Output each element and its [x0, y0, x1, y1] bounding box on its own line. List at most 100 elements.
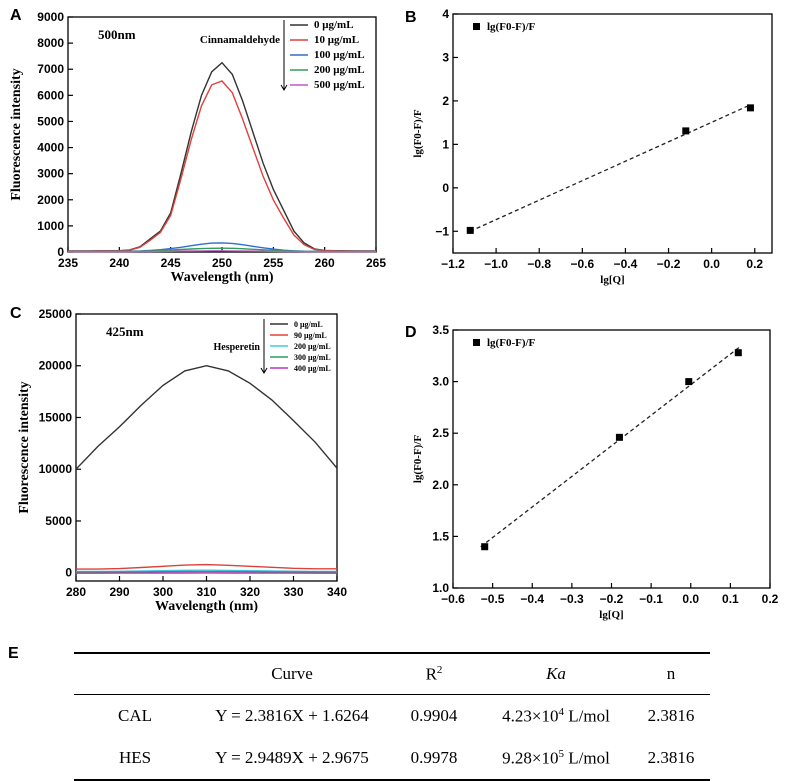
wavelength-annotation: 425nm [106, 324, 144, 339]
series-line [76, 366, 337, 470]
x-tick-label: 255 [263, 256, 283, 270]
y-tick-label: 7000 [37, 62, 64, 76]
x-tick-label: 245 [161, 256, 181, 270]
legend: lg(F0-F)/F [473, 21, 536, 33]
legend-marker [473, 339, 480, 346]
y-tick-label: 15000 [39, 410, 73, 424]
x-axis-label: lg[Q] [600, 274, 624, 286]
y-tick-label: 9000 [37, 10, 64, 24]
y-tick-label: 3 [442, 50, 449, 64]
y-tick-label: 1000 [37, 219, 64, 233]
y-tick-label: 4 [442, 7, 449, 21]
header-empty [74, 653, 196, 695]
x-tick-label: 265 [366, 256, 386, 270]
data-point [685, 378, 692, 385]
x-tick-label: 310 [196, 585, 216, 599]
x-tick-label: 0.2 [762, 592, 779, 606]
y-tick-label: 6000 [37, 88, 64, 102]
y-tick-label: 1.0 [432, 581, 449, 595]
y-axis-label: Fluorescence intensity [17, 381, 32, 513]
panel-label-e: E [8, 645, 19, 663]
y-axis-label: lg(F0-F)/F [412, 109, 424, 158]
x-tick-label: 250 [212, 256, 232, 270]
table-row: CAL Y = 2.3816X + 1.6264 0.9904 4.23×104… [74, 695, 710, 738]
y-axis-label: Fluorescence intensity [9, 68, 24, 200]
series-line [68, 81, 376, 251]
data-point [735, 349, 742, 356]
ka-base: 4.23×10 [502, 706, 558, 725]
y-tick-label: 0 [57, 245, 64, 259]
x-tick-label: −0.6 [570, 257, 594, 271]
fit-line [481, 347, 741, 547]
header-ka: Ka [480, 653, 632, 695]
x-axis-label: Wavelength (nm) [155, 599, 258, 614]
row-ka: 4.23×104 L/mol [480, 695, 632, 738]
panel-label-a: A [10, 7, 22, 24]
y-tick-label: 3000 [37, 167, 64, 181]
table-row: HES Y = 2.9489X + 2.9675 0.9978 9.28×105… [74, 737, 710, 780]
x-tick-label: −1.2 [441, 257, 465, 271]
x-tick-label: 0.0 [682, 592, 699, 606]
row-curve: Y = 2.9489X + 2.9675 [196, 737, 388, 780]
x-tick-label: −0.4 [614, 257, 638, 271]
series-line [76, 565, 337, 570]
y-tick-label: −1 [435, 224, 449, 238]
y-tick-label: 0 [442, 181, 449, 195]
legend-entry: 100 μg/mL [314, 49, 365, 61]
data-point [481, 543, 488, 550]
ka-unit: L/mol [564, 748, 610, 767]
legend-entry: 0 μg/mL [294, 320, 323, 329]
legend-entry: 400 μg/mL [294, 364, 331, 373]
x-tick-label: 240 [109, 256, 129, 270]
panel-label-b: B [405, 9, 417, 26]
x-tick-label: 320 [240, 585, 260, 599]
legend-entry: lg(F0-F)/F [487, 21, 536, 33]
legend: 0 μg/mL 90 μg/mL 200 μg/mL 300 μg/mL 400 μg/… [214, 319, 331, 373]
header-n: n [632, 653, 710, 695]
y-axis-label: lg(F0-F)/F [412, 435, 424, 484]
legend-entry: 10 μg/mL [314, 34, 359, 46]
legend-entry: 200 μg/mL [314, 64, 365, 76]
y-tick-label: 1 [442, 137, 449, 151]
legend-entry: 300 μg/mL [294, 353, 331, 362]
y-tick-label: 20000 [39, 359, 73, 373]
x-tick-label: −0.2 [657, 257, 681, 271]
x-tick-label: 260 [315, 256, 335, 270]
y-tick-label: 3.0 [432, 375, 449, 389]
legend-entry: 0 μg/mL [314, 19, 354, 31]
series-line [76, 572, 337, 573]
row-r2: 0.9978 [388, 737, 480, 780]
data-point [467, 227, 474, 234]
x-tick-label: 330 [283, 585, 303, 599]
ka-unit: L/mol [564, 706, 610, 725]
x-tick-label: −0.4 [520, 592, 544, 606]
legend-entry: 200 μg/mL [294, 342, 331, 351]
y-tick-label: 0 [65, 566, 72, 580]
x-tick-label: −0.1 [639, 592, 663, 606]
data-point [747, 104, 754, 111]
results-table: Curve R2 Ka n CAL Y = 2.3816X + 1.6264 0… [74, 652, 710, 781]
x-tick-label: 340 [327, 585, 347, 599]
legend-entry: lg(F0-F)/F [487, 337, 536, 349]
x-tick-label: −0.5 [481, 592, 505, 606]
row-ka: 9.28×105 L/mol [480, 737, 632, 780]
y-tick-label: 4000 [37, 141, 64, 155]
legend-marker [473, 23, 480, 30]
legend-entry: 500 μg/mL [314, 79, 365, 91]
legend-entry: 90 μg/mL [294, 331, 327, 340]
y-tick-label: 25000 [39, 307, 73, 321]
x-tick-label: 0.0 [703, 257, 720, 271]
x-tick-label: −0.8 [527, 257, 551, 271]
table-header-row: Curve R2 Ka n [74, 653, 710, 695]
plot-frame [453, 330, 770, 588]
y-tick-label: 10000 [39, 462, 73, 476]
row-n: 2.3816 [632, 737, 710, 780]
y-tick-label: 8000 [37, 36, 64, 50]
x-tick-label: −0.3 [560, 592, 584, 606]
row-r2: 0.9904 [388, 695, 480, 738]
